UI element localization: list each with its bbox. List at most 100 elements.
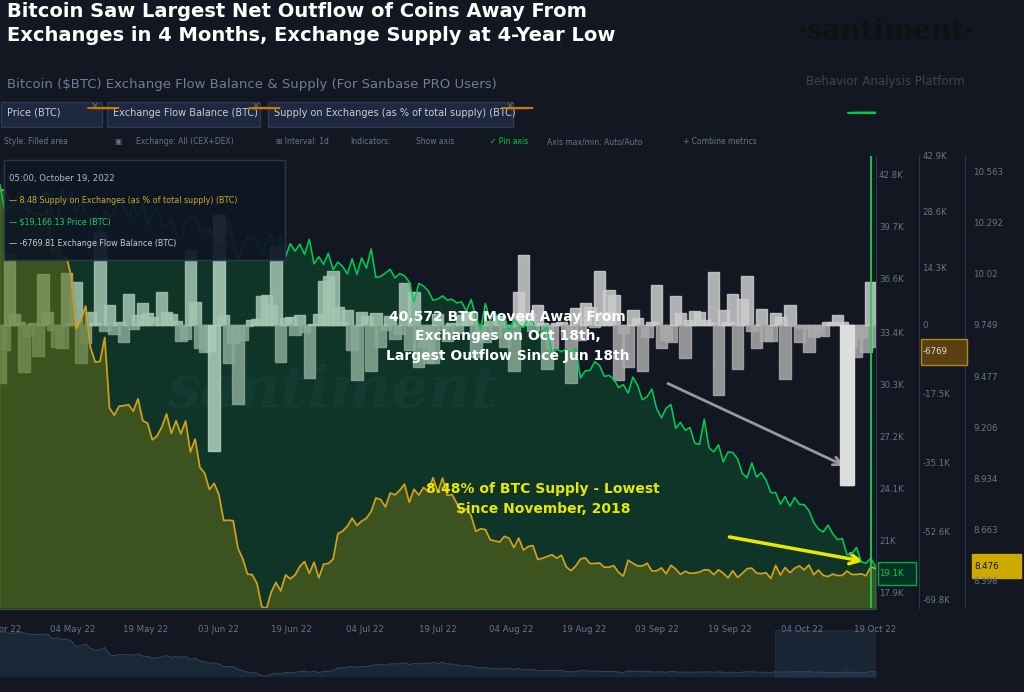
Bar bbox=[13, 322, 25, 325]
Bar bbox=[446, 322, 458, 325]
Bar bbox=[465, 312, 477, 325]
Bar bbox=[360, 316, 372, 325]
Text: 04 May 22: 04 May 22 bbox=[50, 625, 95, 634]
Bar bbox=[842, 325, 853, 485]
Bar bbox=[75, 325, 87, 363]
Bar bbox=[23, 325, 34, 336]
Bar bbox=[774, 630, 876, 678]
Text: 8.476: 8.476 bbox=[974, 562, 998, 571]
Text: 19 Sep 22: 19 Sep 22 bbox=[708, 625, 752, 634]
Text: 19 Jul 22: 19 Jul 22 bbox=[419, 625, 457, 634]
Bar bbox=[537, 323, 548, 325]
Bar bbox=[693, 312, 706, 325]
Bar bbox=[418, 325, 429, 347]
Bar bbox=[508, 325, 519, 371]
Bar bbox=[380, 325, 391, 330]
Bar bbox=[56, 325, 68, 348]
Bar bbox=[8, 314, 20, 325]
Text: 36.6K: 36.6K bbox=[879, 275, 904, 284]
Bar bbox=[237, 325, 249, 340]
Bar bbox=[489, 325, 501, 338]
Text: 10.292: 10.292 bbox=[974, 219, 1004, 228]
Text: 10.563: 10.563 bbox=[974, 167, 1004, 176]
Bar bbox=[47, 325, 58, 329]
Text: 05:00, October 19, 2022: 05:00, October 19, 2022 bbox=[9, 174, 115, 183]
Bar bbox=[741, 276, 753, 325]
Text: 8.663: 8.663 bbox=[974, 527, 998, 536]
Bar bbox=[60, 273, 73, 325]
Bar bbox=[532, 304, 544, 325]
Bar bbox=[518, 255, 529, 325]
Bar bbox=[803, 325, 815, 352]
Bar bbox=[4, 254, 15, 325]
Bar bbox=[831, 315, 843, 325]
Text: 8.934: 8.934 bbox=[974, 475, 998, 484]
Bar bbox=[251, 319, 262, 325]
Bar bbox=[708, 272, 720, 325]
FancyBboxPatch shape bbox=[972, 554, 1021, 578]
Bar bbox=[375, 325, 386, 347]
Text: 03 Jun 22: 03 Jun 22 bbox=[199, 625, 240, 634]
Bar bbox=[499, 325, 510, 347]
Text: -52.6K: -52.6K bbox=[923, 528, 950, 537]
Bar bbox=[213, 215, 224, 325]
Bar bbox=[80, 325, 91, 343]
Bar bbox=[456, 315, 467, 325]
Bar bbox=[118, 325, 129, 342]
Bar bbox=[103, 305, 115, 325]
Text: + Combine metrics: + Combine metrics bbox=[683, 137, 757, 147]
Bar bbox=[66, 323, 77, 325]
Bar bbox=[313, 313, 325, 325]
Text: Indicators:: Indicators: bbox=[350, 137, 391, 147]
Bar bbox=[51, 325, 62, 347]
Bar bbox=[184, 250, 196, 325]
Bar bbox=[461, 311, 472, 325]
Bar bbox=[156, 292, 168, 325]
Bar bbox=[199, 325, 210, 352]
Text: Axis max/min: Auto/Auto: Axis max/min: Auto/Auto bbox=[547, 137, 643, 147]
Bar bbox=[846, 325, 857, 347]
Text: 30.3K: 30.3K bbox=[879, 381, 904, 390]
Text: — $19,166.13 Price (BTC): — $19,166.13 Price (BTC) bbox=[9, 217, 111, 226]
Bar bbox=[328, 271, 339, 325]
Bar bbox=[299, 325, 310, 332]
Bar bbox=[437, 325, 449, 329]
Bar bbox=[232, 325, 244, 404]
Bar bbox=[94, 233, 105, 325]
Bar bbox=[146, 317, 158, 325]
Bar bbox=[371, 313, 382, 325]
Text: ×: × bbox=[505, 102, 513, 111]
Bar bbox=[427, 325, 438, 363]
Text: -35.1K: -35.1K bbox=[923, 459, 950, 468]
Text: ✓ Pin axis: ✓ Pin axis bbox=[490, 137, 528, 147]
Bar bbox=[660, 325, 672, 340]
Text: Bitcoin Saw Largest Net Outflow of Coins Away From
Exchanges in 4 Months, Exchan: Bitcoin Saw Largest Net Outflow of Coins… bbox=[7, 2, 615, 45]
Bar bbox=[394, 325, 406, 334]
Bar bbox=[337, 322, 348, 325]
Bar bbox=[28, 322, 39, 325]
Bar bbox=[204, 325, 215, 352]
Bar bbox=[247, 320, 258, 325]
Bar bbox=[670, 296, 681, 325]
Text: 27.2K: 27.2K bbox=[879, 433, 904, 442]
Bar bbox=[827, 322, 839, 325]
Bar bbox=[323, 276, 334, 325]
Bar bbox=[99, 325, 111, 331]
Text: ·santiment·: ·santiment· bbox=[798, 18, 974, 45]
Text: 9.477: 9.477 bbox=[974, 373, 998, 382]
Bar bbox=[0, 325, 10, 349]
Bar bbox=[527, 325, 539, 331]
Bar bbox=[713, 325, 724, 395]
Text: 10.02: 10.02 bbox=[974, 270, 998, 279]
Bar bbox=[589, 325, 600, 327]
Bar bbox=[175, 325, 186, 340]
FancyBboxPatch shape bbox=[921, 339, 967, 365]
Bar bbox=[109, 325, 120, 334]
Text: 04 Jul 22: 04 Jul 22 bbox=[346, 625, 384, 634]
Text: 14.3K: 14.3K bbox=[923, 264, 947, 273]
Bar bbox=[504, 325, 515, 327]
Text: 8.398: 8.398 bbox=[974, 576, 998, 585]
Text: ×: × bbox=[252, 102, 260, 111]
Bar bbox=[114, 322, 125, 325]
Bar bbox=[794, 325, 805, 342]
